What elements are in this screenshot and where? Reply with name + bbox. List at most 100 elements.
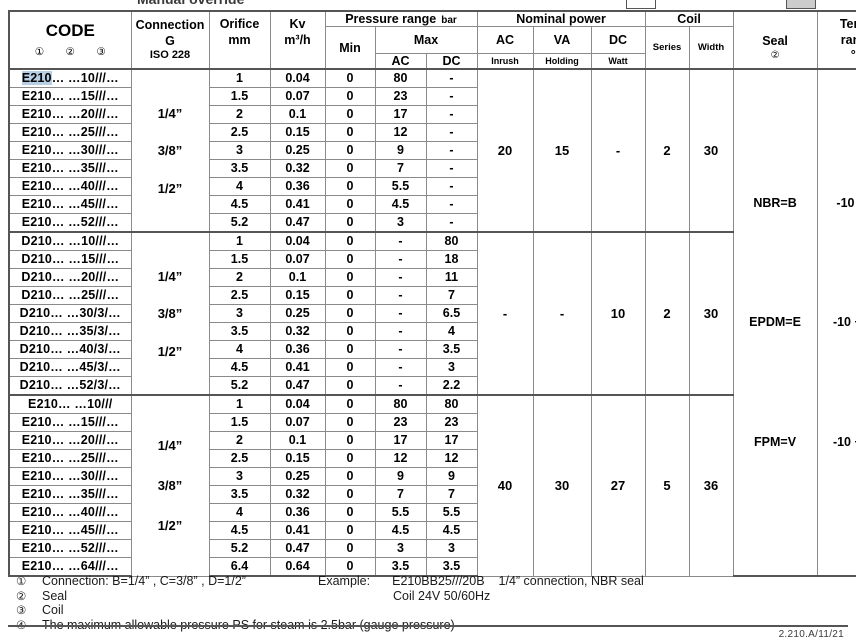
cell-pressure-max-ac: 7: [374, 159, 427, 178]
cell-kv: 0.41: [269, 195, 326, 214]
cell-code: E210… …30///…: [8, 141, 132, 160]
cell-code: D210… …15///…: [8, 250, 132, 269]
header-temp-line2: range: [840, 32, 856, 47]
cell-pressure-max-ac: 17: [374, 431, 427, 450]
header-coil: Coil: [644, 10, 734, 27]
code-mark-1: ①: [34, 46, 45, 58]
cell-orifice: 2: [208, 105, 271, 124]
cell-code: E210… …52///…: [8, 213, 132, 233]
cell-orifice: 3.5: [208, 159, 271, 178]
cell-code: E210… …10///: [8, 394, 132, 414]
cell-orifice: 4.5: [208, 521, 271, 540]
cell-orifice: 1.5: [208, 250, 271, 269]
cell-code: E210… …35///…: [8, 159, 132, 178]
table-row: E210… …15///… 1.5 0.07 0 23 23: [8, 413, 856, 432]
header-nominal-va: VA: [532, 26, 592, 54]
cell-kv: 0.36: [269, 503, 326, 522]
cell-orifice: 6.4: [208, 557, 271, 577]
cell-pressure-max-ac: -: [374, 340, 427, 359]
selected-code-fragment: E210: [21, 71, 52, 85]
cell-pressure-min: 0: [324, 231, 376, 251]
cell-pressure-max-dc: 4: [425, 322, 478, 341]
table-row: E210… …30///… 3 0.25 0 9 9: [8, 467, 856, 486]
footnote-text: Coil: [42, 603, 64, 617]
cell-kv: 0.47: [269, 213, 326, 233]
header-pressure-range-unit: bar: [441, 15, 457, 26]
cell-pressure-max-dc: 2.2: [425, 376, 478, 396]
cell-kv: 0.32: [269, 322, 326, 341]
cell-orifice: 3: [208, 304, 271, 323]
footnote-text: Seal: [42, 588, 68, 603]
cell-code: D210… …10///…: [8, 231, 132, 251]
cell-kv: 0.36: [269, 177, 326, 196]
cell-pressure-min: 0: [324, 141, 376, 160]
cell-pressure-max-ac: 4.5: [374, 195, 427, 214]
table-row: D210… …10///… 1/4” 3/8” 1/2” 1 0.04 0-80- -10 2 3…: [8, 231, 856, 396]
header-nominal-dc: DC: [590, 26, 646, 54]
cell-pressure-min: 0: [324, 304, 376, 323]
cell-pressure-min: 0: [324, 268, 376, 287]
header-code-title: CODE: [45, 21, 95, 40]
cell-pressure-max-ac: -: [374, 250, 427, 269]
cell-pressure-max-ac: 3: [374, 213, 427, 233]
table-row: D210… …35/3/… 3.5 0.32 0-4: [8, 322, 856, 341]
header-coil-series: Series: [644, 26, 690, 70]
cell-orifice: 4: [208, 177, 271, 196]
cell-code: D210… …52/3/…: [8, 376, 132, 396]
cell-code: E210… …15///…: [8, 87, 132, 106]
table-header: CODE ① ② ③ Connection G ISO 228 Orifice …: [8, 10, 856, 70]
cell-pressure-min: 0: [324, 286, 376, 305]
cell-kv: 0.64: [269, 557, 326, 577]
top-cutoff-strip: Manual override: [0, 0, 856, 11]
cell-connection: 1/4” 3/8” 1/2”: [130, 394, 210, 577]
cell-pressure-min: 0: [324, 340, 376, 359]
header-temp-range: Temp. range °C: [816, 10, 856, 70]
table-row: D210… …15///… 1.5 0.07 0-18: [8, 250, 856, 269]
cell-connection: 1/4” 3/8” 1/2”: [130, 231, 210, 396]
cell-orifice: 3: [208, 467, 271, 486]
cell-orifice: 2.5: [208, 449, 271, 468]
table-row: E210… …40///… 4 0.36 0 5.5-: [8, 177, 856, 196]
cell-pressure-max-dc: -: [425, 141, 478, 160]
cell-pressure-max-ac: 9: [374, 141, 427, 160]
connection-size-label: 1/2”: [157, 343, 183, 359]
cell-pressure-max-dc: 7: [425, 286, 478, 305]
cell-orifice: 1.5: [208, 87, 271, 106]
cell-pressure-min: 0: [324, 87, 376, 106]
cell-pressure-max-ac: 80: [374, 394, 427, 414]
cell-pressure-max-ac: 12: [374, 123, 427, 142]
seal-type: FPM=V: [754, 434, 797, 449]
footnote-row: ③ Coil: [8, 603, 848, 618]
cell-pressure-max-ac: -: [374, 322, 427, 341]
cell-pressure-min: 0: [324, 503, 376, 522]
cell-code: E210… …64///…: [8, 557, 132, 577]
cell-pressure-max-dc: 3: [425, 539, 478, 558]
cell-pressure-max-dc: 3: [425, 358, 478, 377]
example-description: 1/4” connection, NBR seal: [498, 574, 644, 588]
cell-kv: 0.41: [269, 358, 326, 377]
footnotes-block: ① Connection: B=1/4” , C=3/8” , D=1/2” ②…: [8, 574, 848, 632]
cell-orifice: 3: [208, 141, 271, 160]
header-kv: Kv m³/h: [269, 10, 326, 70]
cell-nominal-ac: 20: [476, 68, 534, 233]
cell-kv: 0.07: [269, 413, 326, 432]
header-seal-mark: ②: [770, 49, 780, 61]
cell-pressure-max-dc: -: [425, 105, 478, 124]
cell-pressure-max-ac: -: [374, 286, 427, 305]
cell-code: E210… …52///…: [8, 539, 132, 558]
cell-kv: 0.15: [269, 123, 326, 142]
cell-pressure-max-ac: -: [374, 268, 427, 287]
cell-kv: 0.04: [269, 394, 326, 414]
cell-kv: 0.32: [269, 159, 326, 178]
cell-pressure-min: 0: [324, 539, 376, 558]
cell-kv: 0.1: [269, 431, 326, 450]
connection-size-label: 3/8”: [157, 478, 183, 494]
cell-coil-width: 30: [688, 68, 734, 233]
cell-pressure-max-ac: 23: [374, 413, 427, 432]
cell-nominal-ac: 40: [476, 394, 534, 577]
top-box-left: [626, 0, 656, 9]
cell-pressure-max-ac: 3.5: [374, 557, 427, 577]
cell-kv: 0.1: [269, 105, 326, 124]
header-pressure-min: Min: [324, 26, 376, 70]
example-coil-line: Coil 24V 50/60Hz: [393, 588, 491, 603]
